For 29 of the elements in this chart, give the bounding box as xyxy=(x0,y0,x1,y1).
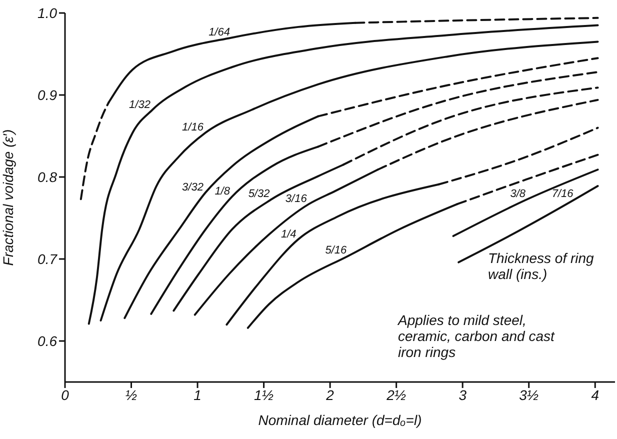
x-tick-label: 0 xyxy=(61,386,70,403)
series-label: 1/64 xyxy=(208,26,230,39)
x-tick-label: 4 xyxy=(591,386,600,403)
x-tick-label: 2½ xyxy=(386,386,406,403)
series-label: 5/32 xyxy=(248,188,270,200)
x-axis-title: Nominal diameter (d=dₒ=l) xyxy=(258,412,422,428)
series-label: 1/4 xyxy=(280,228,296,240)
x-tick-label: 1½ xyxy=(254,386,274,403)
y-axis-title: Fractional voidage (ε′) xyxy=(0,129,16,266)
series-label: 3/32 xyxy=(182,182,204,194)
y-tick-label: 1.0 xyxy=(38,4,58,21)
series-label: 5/16 xyxy=(325,244,348,257)
x-tick-label: 1 xyxy=(194,386,202,403)
series-label: 1/32 xyxy=(129,98,150,111)
annotation: Applies to mild steel, ceramic, carbon and cast iron rings xyxy=(398,312,556,360)
y-tick-label: 0.6 xyxy=(38,332,58,349)
x-tick-label: ½ xyxy=(125,386,138,403)
y-tick-label: 0.8 xyxy=(38,168,58,185)
y-tick-label: 0.7 xyxy=(38,250,58,267)
series-label: 1/16 xyxy=(182,122,204,134)
series-label: 3/16 xyxy=(285,193,308,206)
series-label: 7/16 xyxy=(552,188,574,200)
x-tick-label: 2 xyxy=(325,386,334,403)
x-tick-label: 3½ xyxy=(519,386,539,403)
y-tick-label: 0.9 xyxy=(38,86,58,103)
annotation: Thickness of ring wall (ins.) xyxy=(488,250,595,282)
series-label: 3/8 xyxy=(510,188,526,200)
x-tick-label: 3 xyxy=(458,386,467,403)
series-label: 1/8 xyxy=(214,186,231,198)
